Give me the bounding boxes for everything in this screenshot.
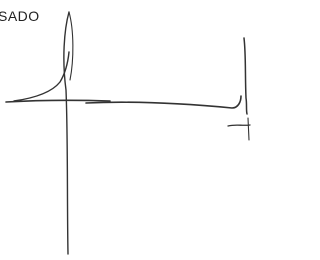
- curve: [14, 52, 69, 101]
- top-loop: [69, 12, 73, 80]
- sketch: SADO: [0, 0, 255, 260]
- tail: [248, 118, 249, 140]
- sketch-drawing: [0, 0, 255, 260]
- small-dash: [228, 125, 250, 126]
- right-vertical: [244, 38, 247, 114]
- horizontal-stroke: [6, 100, 110, 102]
- vertical-stroke: [64, 12, 69, 254]
- right-stroke: [86, 96, 241, 108]
